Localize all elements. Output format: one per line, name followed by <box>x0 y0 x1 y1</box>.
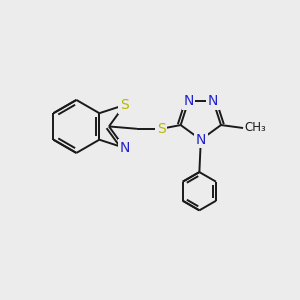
Text: S: S <box>157 122 166 136</box>
Text: S: S <box>120 98 129 112</box>
Text: N: N <box>196 133 206 147</box>
Text: N: N <box>119 141 130 155</box>
Text: CH₃: CH₃ <box>244 122 266 134</box>
Text: N: N <box>208 94 218 108</box>
Text: N: N <box>183 94 194 108</box>
